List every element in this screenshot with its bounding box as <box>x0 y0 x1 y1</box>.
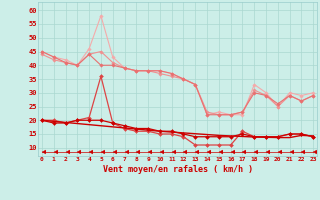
X-axis label: Vent moyen/en rafales ( km/h ): Vent moyen/en rafales ( km/h ) <box>103 165 252 174</box>
